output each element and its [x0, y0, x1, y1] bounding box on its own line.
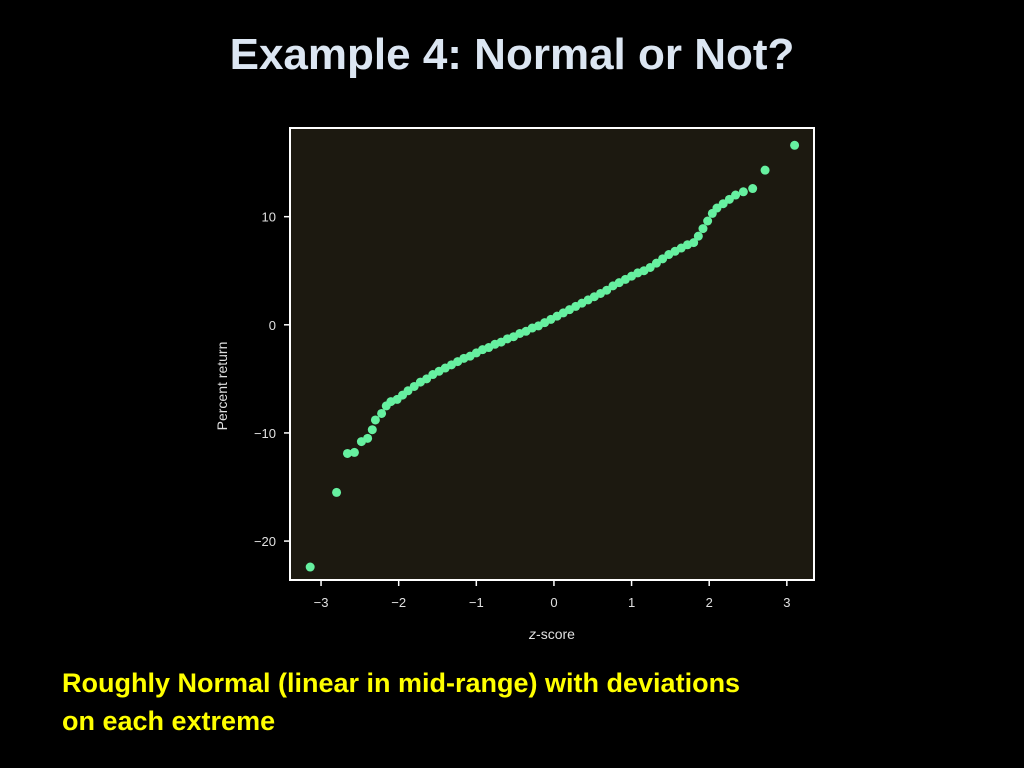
slide-caption: Roughly Normal (linear in mid-range) wit… — [62, 664, 962, 740]
data-point — [349, 447, 359, 457]
x-tick-label: 1 — [628, 595, 635, 610]
x-axis-ticks: −3 −2 −1 0 1 2 3 — [314, 580, 790, 610]
x-axis-label-prefix: z — [528, 626, 536, 642]
x-tick-label: 2 — [706, 595, 713, 610]
data-points — [305, 140, 800, 572]
data-point — [693, 231, 703, 241]
data-point — [305, 562, 315, 572]
x-axis-label: z-score — [528, 626, 575, 642]
y-tick-label: −10 — [254, 426, 276, 441]
x-tick-label: −3 — [314, 595, 329, 610]
caption-line-1: Roughly Normal (linear in mid-range) wit… — [62, 668, 741, 698]
data-point — [703, 216, 713, 226]
data-point — [731, 190, 741, 200]
data-point — [367, 425, 377, 435]
y-axis-label: Percent return — [214, 342, 230, 431]
data-point — [689, 238, 699, 248]
y-axis-ticks: 10 0 −10 −20 — [254, 210, 290, 549]
data-point — [698, 224, 708, 234]
data-point — [790, 140, 800, 150]
data-point — [748, 184, 758, 194]
y-tick-label: 10 — [262, 210, 276, 225]
x-axis-label-suffix: -score — [536, 626, 575, 642]
x-tick-label: −2 — [391, 595, 406, 610]
data-point — [760, 165, 770, 175]
caption-line-2: on each extreme — [62, 706, 276, 736]
y-tick-label: −20 — [254, 534, 276, 549]
y-tick-label: 0 — [269, 318, 276, 333]
x-tick-label: −1 — [469, 595, 484, 610]
data-point — [332, 487, 342, 497]
data-point — [377, 408, 387, 418]
data-point — [370, 415, 380, 425]
data-point — [342, 448, 352, 458]
x-tick-label: 3 — [783, 595, 790, 610]
data-point — [738, 187, 748, 197]
slide-title: Example 4: Normal or Not? — [229, 30, 795, 79]
data-point — [363, 433, 373, 443]
plot-frame — [289, 127, 815, 581]
x-tick-label: 0 — [550, 595, 557, 610]
